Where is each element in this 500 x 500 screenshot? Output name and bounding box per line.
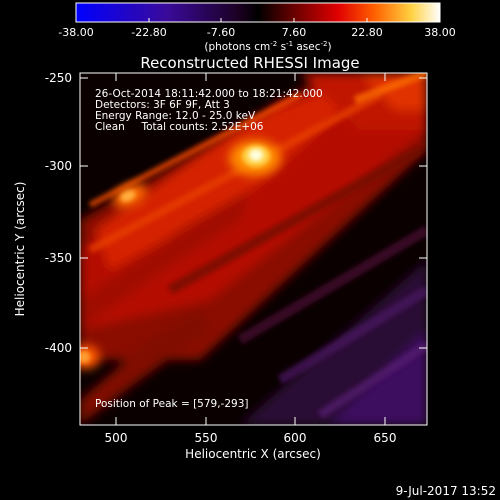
y-tick-label: -300 [45, 159, 72, 173]
peak-position: Position of Peak = [579,-293] [95, 398, 249, 410]
y-tick-label: -400 [45, 341, 72, 355]
x-tick-label: 500 [105, 431, 128, 445]
colorbar-tick-label: -22.80 [131, 26, 166, 39]
x-tick-label: 550 [195, 431, 218, 445]
colorbar-unit-label: (photons cm-2 s-1 asec-2) [204, 40, 331, 53]
colorbar-tick-label: 22.80 [351, 26, 383, 39]
x-axis-ticks [115, 73, 386, 425]
colorbar-tick-label: 7.60 [282, 26, 307, 39]
info-energy-range: Energy Range: 12.0 - 25.0 keV [95, 110, 256, 122]
y-tick-label: -350 [45, 251, 72, 265]
info-time-range: 26-Oct-2014 18:11:42.000 to 18:21:42.000 [95, 88, 323, 100]
plot-frame [79, 72, 428, 426]
x-tick-label: 650 [374, 431, 397, 445]
info-detectors: Detectors: 3F 6F 9F, Att 3 [95, 99, 230, 111]
info-clean-counts: Clean Total counts: 2.52E+06 [95, 121, 264, 133]
heatmap-image [80, 73, 427, 425]
colorbar-tick-label: -7.60 [207, 26, 235, 39]
colorbar-tick-label: 38.00 [424, 26, 456, 39]
y-axis-label: Heliocentric Y (arcsec) [13, 182, 27, 317]
colorbar-ticks [75, 18, 441, 22]
chart-title: Reconstructed RHESSI Image [140, 54, 359, 72]
x-axis-label: Heliocentric X (arcsec) [185, 447, 321, 461]
colorbar [75, 2, 441, 23]
x-tick-label: 600 [284, 431, 307, 445]
colorbar-tick-label: -38.00 [58, 26, 93, 39]
y-tick-label: -250 [45, 71, 72, 85]
timestamp: 9-Jul-2017 13:52 [396, 484, 496, 498]
y-axis-ticks [80, 77, 427, 349]
